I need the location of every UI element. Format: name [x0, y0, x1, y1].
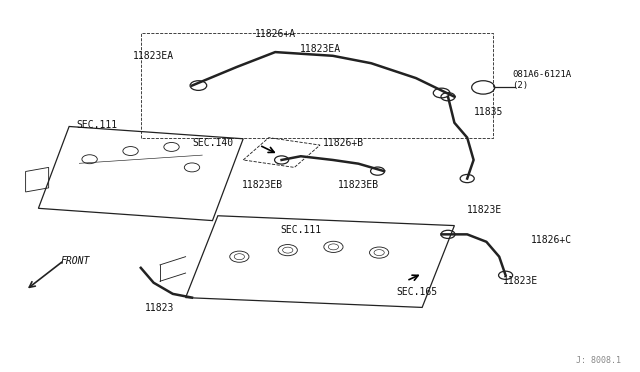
Text: 11823EB: 11823EB [338, 180, 379, 190]
Text: 081A6-6121A
(2): 081A6-6121A (2) [512, 70, 571, 90]
Text: 11826+C: 11826+C [531, 235, 572, 245]
Text: 11823E: 11823E [502, 276, 538, 286]
Text: 11835: 11835 [474, 107, 503, 116]
Text: J: 8008.1: J: 8008.1 [576, 356, 621, 365]
Text: SEC.165: SEC.165 [397, 287, 438, 297]
Text: FRONT: FRONT [61, 256, 90, 266]
Text: 11826+B: 11826+B [323, 138, 364, 148]
Text: 11826+A: 11826+A [255, 29, 296, 39]
Text: SEC.140: SEC.140 [193, 138, 234, 148]
Text: 11823EA: 11823EA [133, 51, 174, 61]
Text: SEC.111: SEC.111 [77, 120, 118, 129]
Text: 11823: 11823 [145, 303, 175, 313]
Text: 11823EA: 11823EA [300, 44, 340, 54]
Text: 11823EB: 11823EB [242, 180, 283, 190]
Text: SEC.111: SEC.111 [280, 225, 321, 235]
Text: 11823E: 11823E [467, 205, 502, 215]
